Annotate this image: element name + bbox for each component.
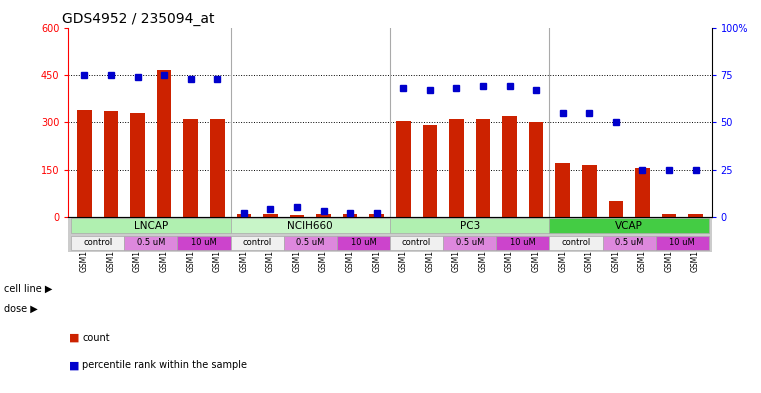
Bar: [549, 235, 603, 250]
Bar: [71, 235, 124, 250]
Bar: [476, 119, 490, 217]
Bar: [449, 119, 463, 217]
Bar: [662, 214, 677, 217]
Bar: [231, 218, 390, 233]
Bar: [103, 111, 118, 217]
Bar: [71, 218, 231, 233]
Bar: [343, 214, 358, 217]
Bar: [496, 235, 549, 250]
Bar: [284, 235, 337, 250]
Text: LNCAP: LNCAP: [134, 220, 168, 231]
Bar: [688, 214, 703, 217]
Bar: [337, 235, 390, 250]
Bar: [390, 235, 443, 250]
Text: NCIH660: NCIH660: [288, 220, 333, 231]
Bar: [635, 168, 650, 217]
Bar: [396, 121, 411, 217]
Bar: [210, 119, 224, 217]
Text: 10 uM: 10 uM: [191, 239, 217, 247]
Text: ■: ■: [68, 333, 79, 343]
Text: 10 uM: 10 uM: [510, 239, 536, 247]
Text: dose ▶: dose ▶: [4, 303, 37, 314]
Text: 0.5 uM: 0.5 uM: [615, 239, 643, 247]
Text: control: control: [562, 239, 591, 247]
Bar: [130, 113, 145, 217]
Bar: [263, 214, 278, 217]
Text: 0.5 uM: 0.5 uM: [137, 239, 165, 247]
Bar: [656, 235, 709, 250]
Bar: [502, 116, 517, 217]
Text: ■: ■: [68, 360, 79, 371]
Bar: [369, 214, 384, 217]
Text: 0.5 uM: 0.5 uM: [456, 239, 484, 247]
Bar: [290, 215, 304, 217]
Text: control: control: [243, 239, 272, 247]
Text: 0.5 uM: 0.5 uM: [296, 239, 324, 247]
Bar: [609, 201, 623, 217]
Bar: [124, 235, 177, 250]
Bar: [237, 214, 251, 217]
Bar: [177, 235, 231, 250]
Bar: [529, 122, 543, 217]
Text: count: count: [82, 333, 110, 343]
Bar: [157, 70, 171, 217]
Bar: [549, 218, 709, 233]
Bar: [556, 163, 570, 217]
Bar: [231, 235, 284, 250]
Text: 10 uM: 10 uM: [351, 239, 377, 247]
Text: PC3: PC3: [460, 220, 480, 231]
Text: control: control: [402, 239, 431, 247]
Bar: [317, 214, 331, 217]
Text: cell line ▶: cell line ▶: [4, 284, 53, 294]
Text: VCAP: VCAP: [615, 220, 643, 231]
Text: control: control: [83, 239, 113, 247]
Text: 10 uM: 10 uM: [670, 239, 696, 247]
Bar: [77, 110, 92, 217]
Bar: [183, 119, 198, 217]
Bar: [390, 218, 549, 233]
Bar: [603, 235, 656, 250]
Bar: [422, 125, 437, 217]
Text: percentile rank within the sample: percentile rank within the sample: [82, 360, 247, 371]
Text: GDS4952 / 235094_at: GDS4952 / 235094_at: [62, 13, 215, 26]
Bar: [443, 235, 496, 250]
Bar: [582, 165, 597, 217]
